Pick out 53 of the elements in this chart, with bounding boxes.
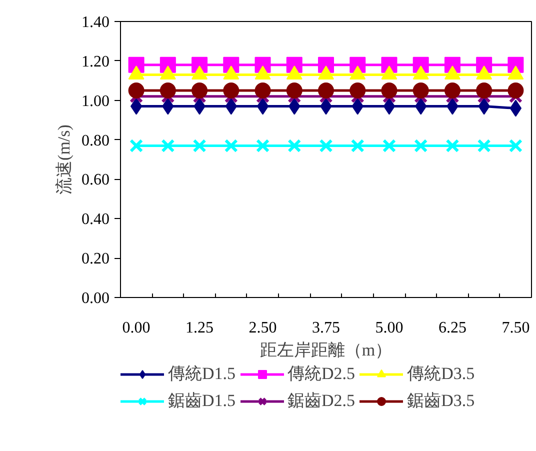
legend-label: 傳統D3.5 (407, 363, 475, 385)
y-tick-label: 1.20 (82, 53, 110, 70)
y-tick-label: 0.40 (82, 211, 110, 228)
x-tick-label: 7.50 (502, 320, 530, 336)
y-tick-label: 1.40 (82, 14, 110, 31)
y-tick-label: 1.00 (82, 92, 110, 110)
point (288, 138, 302, 153)
point (256, 138, 270, 153)
y-tick-label: 0.20 (82, 250, 110, 268)
x-tick-label: 5.00 (375, 320, 404, 336)
point (508, 82, 524, 98)
point (223, 82, 240, 98)
legend-label: 傳統D2.5 (288, 363, 356, 385)
point (383, 98, 396, 115)
point (286, 82, 302, 98)
point (510, 100, 522, 117)
point (130, 98, 142, 115)
point (350, 138, 364, 153)
point (446, 138, 460, 153)
point (192, 82, 208, 98)
point (412, 82, 429, 98)
y-tick-label: 0.80 (82, 132, 110, 150)
y-axis-title: 流速(m/s) (54, 124, 74, 194)
x-tick-label: 2.50 (248, 320, 277, 336)
point (254, 82, 271, 98)
x-tick-label: 6.25 (438, 320, 466, 336)
point (476, 82, 492, 98)
point (128, 82, 144, 98)
point (414, 138, 428, 153)
point (477, 138, 491, 153)
y-tick-label: 0.60 (82, 172, 110, 189)
legend-label: 傳統D1.5 (168, 363, 236, 385)
legend-label: 鋸齒D2.5 (288, 390, 356, 412)
x-tick-label: 0.00 (122, 320, 150, 336)
point (318, 82, 334, 98)
point (350, 82, 366, 98)
point (444, 82, 460, 98)
legend-label: 鋸齒D3.5 (407, 390, 475, 412)
point (130, 138, 144, 153)
x-tick-label: 1.25 (186, 320, 214, 336)
x-axis-title: 距左岸距離（m） (260, 340, 392, 360)
x-tick-label: 3.75 (312, 320, 340, 336)
point (192, 138, 206, 153)
y-tick-label: 0.00 (82, 290, 110, 307)
point (160, 82, 176, 98)
legend-label: 鋸齒D1.5 (168, 390, 236, 412)
point (508, 138, 522, 153)
point (319, 138, 333, 153)
point (381, 82, 398, 98)
point (256, 98, 269, 115)
point (382, 138, 396, 153)
point (224, 138, 238, 153)
point (161, 138, 175, 153)
